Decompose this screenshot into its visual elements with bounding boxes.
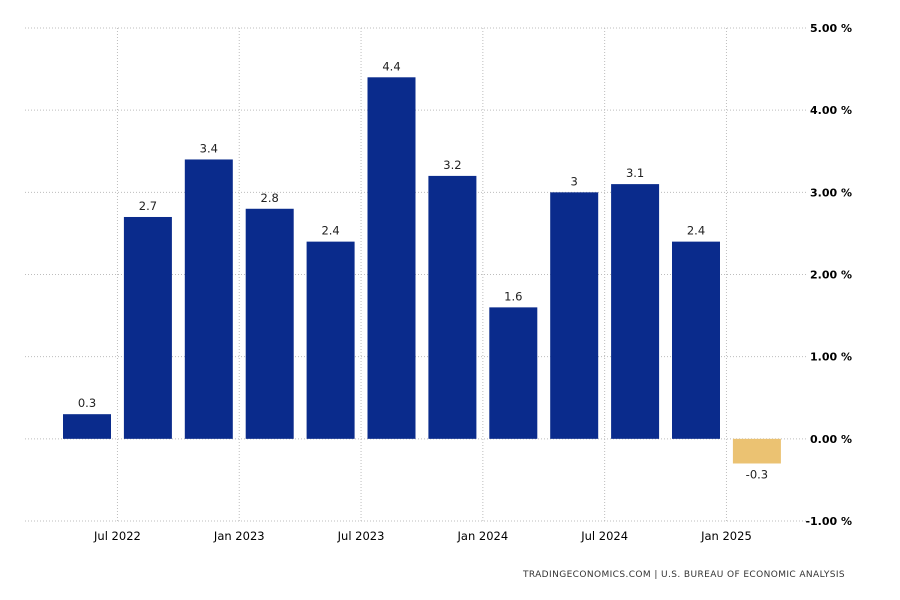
bar [672,241,720,439]
y-tick-label: -1.00 % [805,515,852,528]
grid-lines [25,27,808,522]
source-credit: TRADINGECONOMICS.COM | U.S. BUREAU OF EC… [522,570,845,580]
bar-value-label: 2.4 [321,224,339,238]
x-tick-label: Jul 2022 [93,529,141,543]
bar-value-label: -0.3 [746,467,768,481]
bar-value-label: 4.4 [382,59,400,73]
y-tick-label: 0.00 % [810,433,852,446]
y-tick-label: 3.00 % [810,186,852,199]
bar-value-label: 3.2 [443,158,461,172]
bar-value-label: 0.3 [78,396,96,410]
x-tick-label: Jan 2025 [700,529,752,543]
bar-value-label: 2.4 [687,224,705,238]
bar [63,414,111,439]
data-labels: 0.3 2.7 3.4 2.8 2.4 4.4 3.2 1.6 3 3.1 2.4 -0.3 [78,59,768,481]
x-tick-label: Jul 2023 [337,529,385,543]
x-tick-label: Jul 2024 [580,529,628,543]
bar [550,192,599,439]
bars [63,77,781,464]
bar [123,216,172,439]
bar-value-label: 2.7 [139,199,157,213]
y-tick-label: 2.00 % [810,269,852,282]
bar-value-label: 3.1 [626,166,644,180]
bar [732,438,781,464]
bar-value-label: 2.8 [261,191,279,205]
bar [245,208,294,439]
bar [367,77,416,439]
bar [306,241,355,439]
y-tick-label: 5.00 % [810,22,852,35]
bar [184,159,233,439]
bar [489,307,538,439]
bar [428,175,477,439]
bar-value-label: 1.6 [504,289,522,303]
y-axis: 5.00 % 4.00 % 3.00 % 2.00 % 1.00 % 0.00 % -1.0… [805,22,852,528]
y-tick-label: 1.00 % [810,351,852,364]
bar-value-label: 3 [571,174,578,188]
bar-value-label: 3.4 [200,141,218,155]
x-axis: Jul 2022 Jan 2023 Jul 2023 Jan 2024 Jul 2024… [93,529,752,543]
bar [611,184,660,439]
y-tick-label: 4.00 % [810,104,852,117]
x-tick-label: Jan 2024 [457,529,509,543]
x-tick-label: Jan 2023 [213,529,265,543]
